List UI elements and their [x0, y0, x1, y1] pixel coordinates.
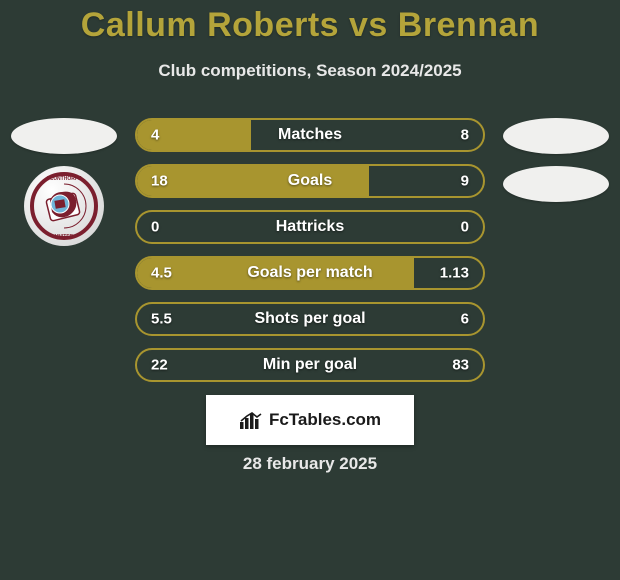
stat-label: Min per goal: [263, 356, 357, 374]
stat-value-right: 9: [461, 173, 469, 190]
stat-value-left: 18: [151, 173, 168, 190]
stat-row: 4 Matches 8: [135, 118, 485, 152]
team-badge-left: SCUNTHORPE UNITED: [24, 166, 104, 246]
player-photo-placeholder-right-1: [503, 118, 609, 154]
stats-container: 4 Matches 8 18 Goals 9 0 Hattricks 0 4.5 Goals per…: [135, 118, 485, 394]
left-player-column: SCUNTHORPE UNITED: [8, 118, 120, 246]
fctables-logo-icon: [239, 410, 263, 430]
stat-row: 4.5 Goals per match 1.13: [135, 256, 485, 290]
stat-value-right: 1.13: [440, 265, 469, 282]
player-photo-placeholder-left: [11, 118, 117, 154]
stat-label: Shots per goal: [254, 310, 365, 328]
player-photo-placeholder-right-2: [503, 166, 609, 202]
subtitle: Club competitions, Season 2024/2025: [0, 61, 620, 81]
svg-text:UNITED: UNITED: [55, 234, 74, 240]
stat-value-right: 6: [461, 311, 469, 328]
stat-value-left: 4.5: [151, 265, 172, 282]
stat-label: Goals per match: [247, 264, 372, 282]
stat-row: 18 Goals 9: [135, 164, 485, 198]
stat-value-left: 22: [151, 357, 168, 374]
stat-fill-left: [137, 166, 369, 196]
stat-value-right: 8: [461, 127, 469, 144]
page-title: Callum Roberts vs Brennan: [0, 0, 620, 45]
stat-label: Hattricks: [276, 218, 344, 236]
scunthorpe-crest-icon: SCUNTHORPE UNITED: [24, 166, 104, 246]
fctables-brand-text: FcTables.com: [269, 410, 381, 430]
right-player-column: [500, 118, 612, 214]
stat-label: Matches: [278, 126, 342, 144]
comparison-date: 28 february 2025: [0, 454, 620, 474]
svg-text:SCUNTHORPE: SCUNTHORPE: [46, 176, 82, 182]
stat-row: 5.5 Shots per goal 6: [135, 302, 485, 336]
stat-row: 0 Hattricks 0: [135, 210, 485, 244]
stat-value-right: 0: [461, 219, 469, 236]
stat-row: 22 Min per goal 83: [135, 348, 485, 382]
stat-value-right: 83: [452, 357, 469, 374]
fctables-attribution: FcTables.com: [206, 395, 414, 445]
stat-value-left: 5.5: [151, 311, 172, 328]
stat-label: Goals: [288, 172, 332, 190]
stat-value-left: 4: [151, 127, 159, 144]
stat-value-left: 0: [151, 219, 159, 236]
